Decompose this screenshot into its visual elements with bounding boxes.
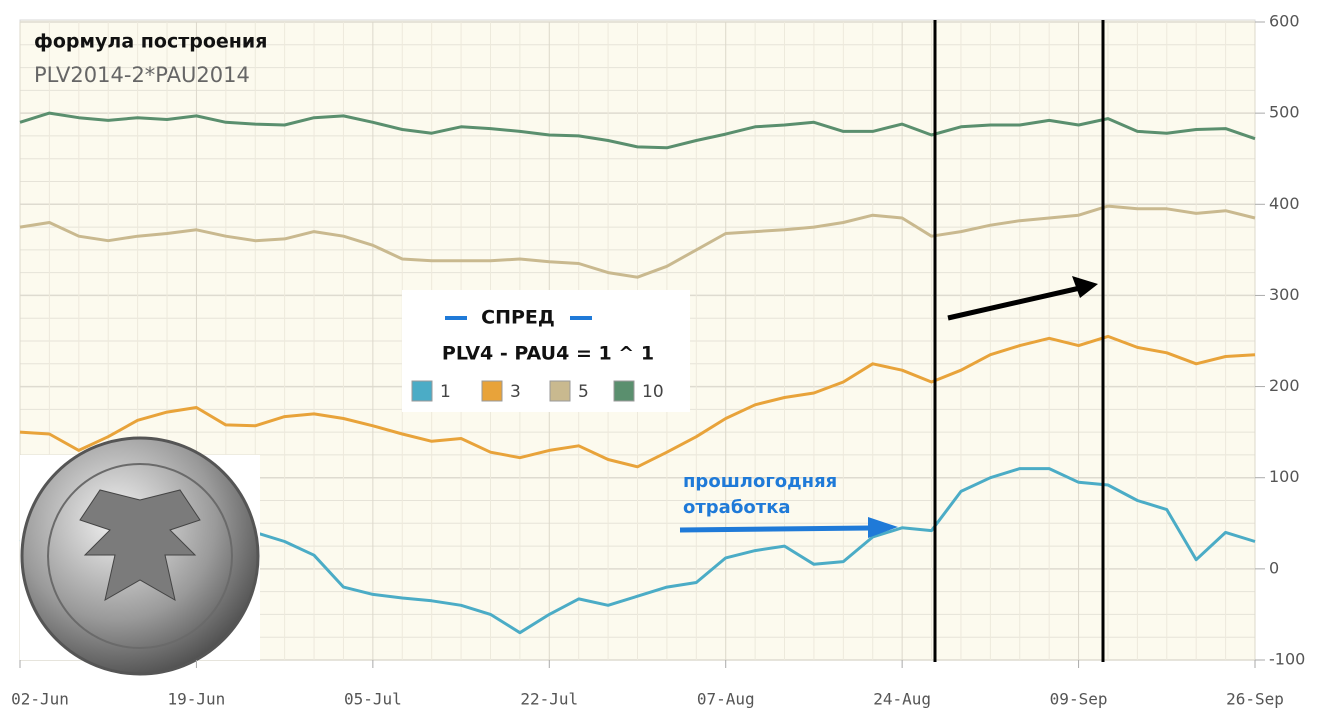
- legend-label: 3: [510, 382, 521, 402]
- series-line: [19, 334, 1256, 469]
- y-tick-label: 100: [1269, 467, 1300, 486]
- x-tick-label: 02-Jun: [11, 690, 69, 709]
- legend-label: 5: [578, 382, 589, 402]
- y-tick-label: 200: [1269, 376, 1300, 395]
- series-line: [19, 204, 1256, 279]
- legend-swatch: [549, 380, 571, 402]
- x-tick-label: 05-Jul: [344, 690, 402, 709]
- legend: СПРЕД PLV4 - PAU4 = 1 ^ 1 1 3 5 10: [402, 290, 690, 412]
- x-tick-label: 26-Sep: [1226, 690, 1284, 709]
- chart-subtitle: PLV2014-2*PAU2014: [34, 63, 250, 87]
- y-tick-label: 500: [1269, 103, 1300, 122]
- legend-label: 1: [440, 382, 451, 402]
- chart-title: формула построения: [34, 31, 267, 53]
- legend-box: [402, 290, 690, 412]
- legend-title: СПРЕД: [481, 307, 555, 329]
- x-tick-label: 22-Jul: [520, 690, 578, 709]
- y-tick-label: -100: [1269, 650, 1305, 669]
- legend-subtitle: PLV4 - PAU4 = 1 ^ 1: [442, 343, 654, 365]
- y-tick-label: 300: [1269, 285, 1300, 304]
- y-tick-label: 600: [1269, 12, 1300, 31]
- legend-swatch: [613, 380, 635, 402]
- series-line: [19, 111, 1256, 150]
- x-tick-label: 19-Jun: [168, 690, 226, 709]
- x-tick-label: 24-Aug: [873, 690, 931, 709]
- arrow-head: [868, 517, 898, 538]
- arrow-head: [1072, 276, 1098, 298]
- arrow: [679, 525, 871, 533]
- x-tick-label: 07-Aug: [697, 690, 755, 709]
- legend-label: 10: [642, 382, 664, 402]
- annotation: прошлогодняя: [683, 471, 837, 492]
- legend-swatch: [411, 380, 433, 402]
- annotation: отработка: [683, 497, 791, 518]
- legend-swatch: [481, 380, 503, 402]
- arrow: [947, 285, 1081, 321]
- y-tick-label: 0: [1269, 558, 1279, 577]
- y-tick-label: 400: [1269, 194, 1300, 213]
- x-tick-label: 09-Sep: [1050, 690, 1108, 709]
- coin-image: [20, 436, 260, 676]
